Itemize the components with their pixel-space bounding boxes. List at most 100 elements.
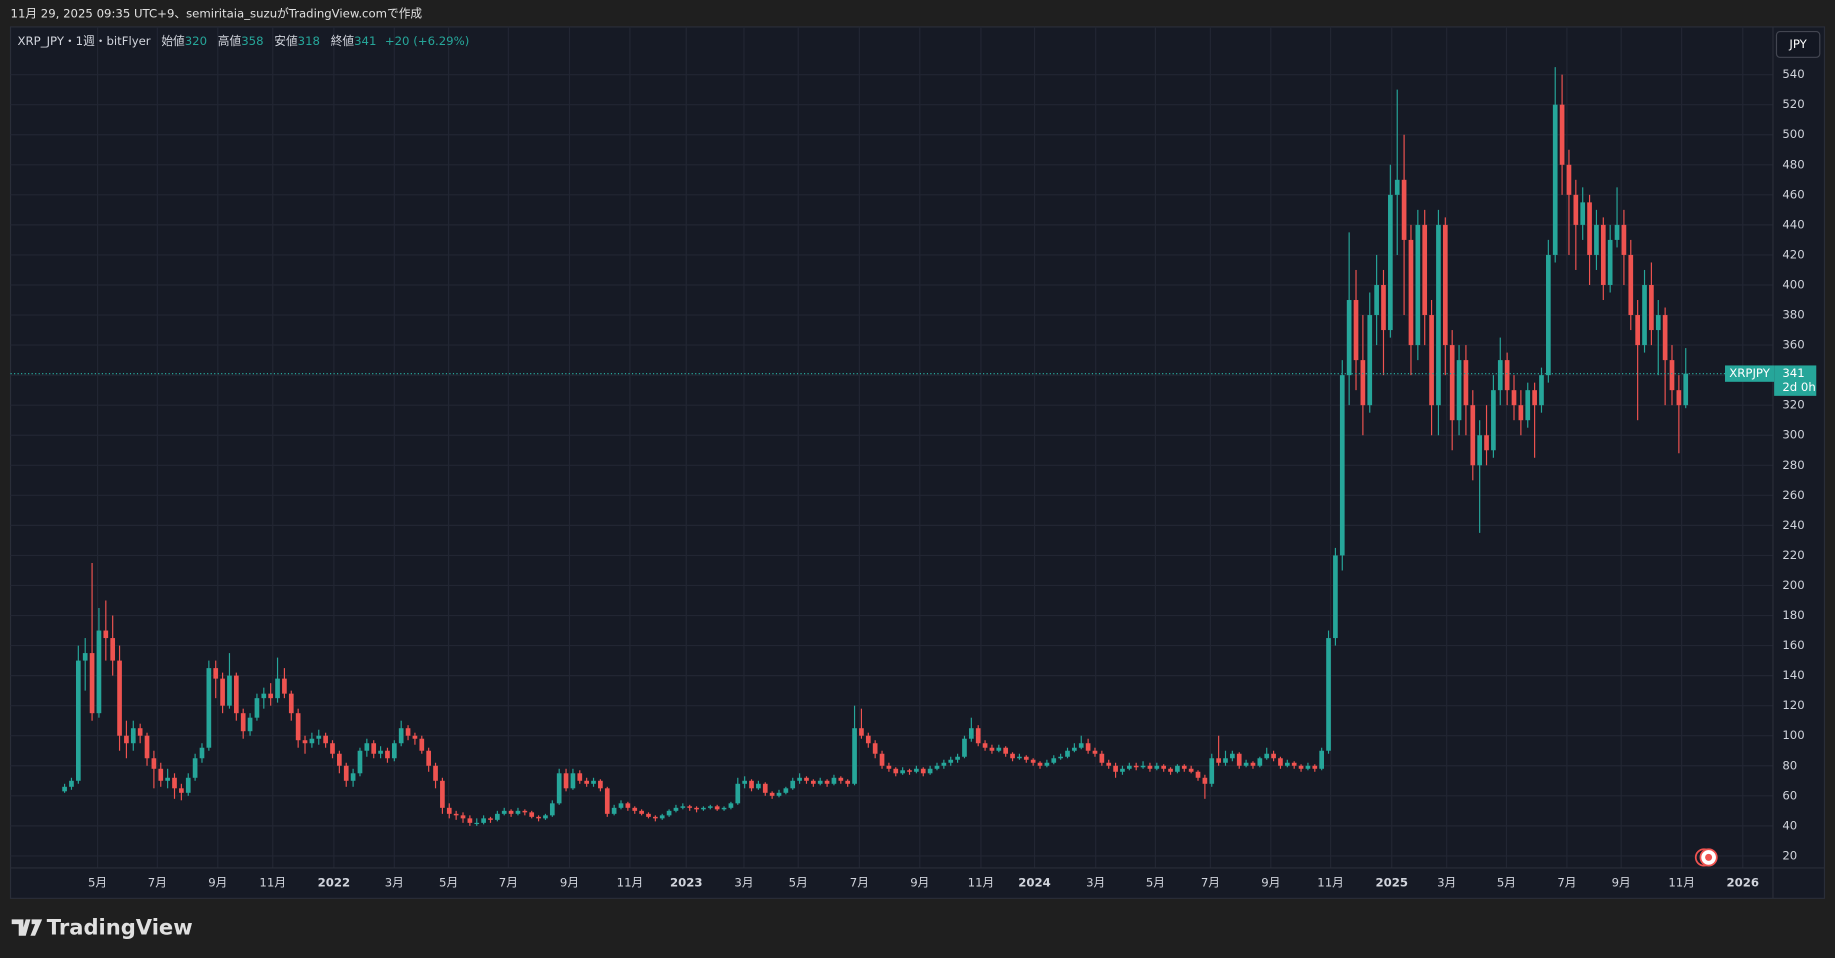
candle-body — [776, 792, 782, 796]
candle-body — [653, 816, 658, 819]
candle-body — [1161, 765, 1167, 769]
candle-body — [1600, 224, 1606, 285]
candle-body — [330, 743, 335, 754]
y-tick-label: 400 — [1782, 277, 1804, 291]
candle-body — [570, 773, 576, 789]
candle-body — [1092, 750, 1098, 754]
candle-body — [872, 743, 878, 754]
candle-body — [1278, 758, 1283, 766]
candle-body — [1181, 765, 1187, 769]
x-tick-label: 3月 — [734, 876, 753, 890]
candle-body — [261, 693, 267, 699]
candle-body — [1058, 756, 1063, 759]
candle-body — [1470, 405, 1476, 466]
x-tick-label: 9月 — [560, 876, 579, 890]
candle-body — [1051, 758, 1057, 763]
candle-body — [687, 806, 693, 808]
y-tick-label: 120 — [1782, 698, 1804, 712]
x-tick-label: 5月 — [1146, 876, 1165, 890]
candle-body — [309, 738, 315, 744]
x-tick-label: 5月 — [789, 876, 808, 890]
candle-body — [865, 735, 871, 744]
candle-body — [1003, 747, 1009, 754]
candle-body — [96, 630, 102, 714]
candle-body — [137, 728, 143, 736]
candle-body — [378, 750, 383, 754]
y-tick-label: 80 — [1782, 758, 1797, 772]
y-tick-label: 140 — [1782, 668, 1804, 682]
candle-body — [1223, 758, 1228, 763]
candle-body — [646, 813, 651, 817]
candle-body — [1188, 768, 1194, 772]
candle-body — [941, 762, 947, 766]
candle-body — [185, 777, 191, 793]
candle-body — [611, 807, 617, 814]
y-tick-label: 360 — [1782, 338, 1804, 352]
candle-body — [446, 807, 452, 814]
candle-body — [1072, 747, 1077, 751]
last-price-label: 341 — [1782, 366, 1804, 380]
candle-body — [584, 780, 589, 784]
x-tick-label: 9月 — [910, 876, 929, 890]
candle-body — [893, 768, 899, 774]
candle-body — [1511, 390, 1517, 406]
currency-button[interactable] — [1775, 30, 1821, 58]
y-tick-label: 220 — [1782, 548, 1804, 562]
candle-body — [1683, 373, 1689, 406]
candle-body — [75, 660, 81, 781]
candle-body — [1236, 753, 1242, 766]
x-tick-label: 3月 — [385, 876, 404, 890]
x-tick-label: 2025 — [1375, 876, 1408, 890]
candle-body — [1264, 753, 1270, 759]
labels: 20 40 60 80 100 120 140 160 180 200 220 240 260 280 30… — [88, 67, 1817, 890]
candle-body — [501, 810, 507, 814]
candle-body — [549, 803, 555, 816]
currency[interactable]: JPY — [1788, 37, 1807, 51]
x-tick-label: 5月 — [88, 876, 107, 890]
candle-body — [1312, 765, 1318, 769]
candle-body — [1539, 375, 1544, 406]
candle-body — [1175, 765, 1180, 772]
y-tick-label: 280 — [1782, 458, 1804, 472]
candle-body — [1147, 765, 1153, 769]
candle-body — [343, 765, 349, 781]
x-tick-label: 2024 — [1018, 876, 1051, 890]
candle-body — [1456, 360, 1462, 421]
candle-body — [1408, 239, 1414, 346]
candle-body — [1642, 284, 1647, 346]
candle-body — [130, 728, 136, 744]
candle-body — [179, 788, 184, 793]
candle-body — [302, 740, 308, 744]
credit: 11月 29, 2025 09:35 UTC+9、semiritaia_suzu… — [11, 7, 423, 21]
y-tick-label: 240 — [1782, 518, 1804, 532]
open-label: 始値 — [161, 33, 185, 47]
candle-body — [419, 738, 425, 751]
x-tick-label: 11月 — [259, 876, 286, 890]
candle-body — [701, 807, 706, 810]
candle-body — [1436, 224, 1441, 406]
candle-body — [1594, 224, 1599, 255]
candle-body — [165, 777, 170, 781]
candle-body — [1607, 239, 1613, 285]
candle-body — [666, 810, 672, 816]
candle-body — [1552, 104, 1558, 255]
candle-body — [1504, 360, 1510, 391]
candle-body — [1195, 771, 1201, 778]
candle-body — [69, 780, 74, 787]
candle-body — [323, 735, 328, 744]
candle-body — [1284, 762, 1290, 766]
low-label: 安値 — [274, 33, 298, 47]
y-tick-label: 540 — [1782, 67, 1804, 81]
candle-body — [172, 777, 177, 789]
candle-body — [625, 803, 631, 808]
y-tick-label: 460 — [1782, 187, 1804, 201]
candle-body — [948, 759, 954, 763]
candle-body — [529, 812, 535, 817]
candle-body — [391, 743, 397, 759]
brand-logo — [11, 919, 43, 936]
candle-body — [1298, 765, 1304, 769]
brand: TradingView — [47, 915, 193, 940]
candle-body — [714, 806, 720, 810]
candle-body — [1676, 390, 1682, 406]
x-tick-label: 9月 — [208, 876, 227, 890]
